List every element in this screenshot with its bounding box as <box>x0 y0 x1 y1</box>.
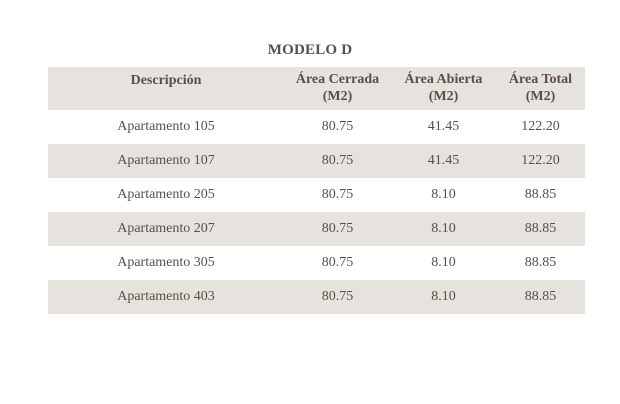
header-label: Área Total <box>508 72 573 87</box>
table-row: Apartamento 105 80.75 41.45 122.20 <box>48 110 585 144</box>
cell-area-total: 88.85 <box>524 289 557 304</box>
cell-area-abierta: 41.45 <box>427 153 460 168</box>
cell-area-abierta: 41.45 <box>427 119 460 134</box>
cell-area-abierta: 8.10 <box>431 187 456 202</box>
header-unit: (M2) <box>525 89 556 104</box>
cell-descripcion: Apartamento 305 <box>117 255 215 270</box>
cell-area-abierta: 8.10 <box>431 289 456 304</box>
header-area-cerrada: Área Cerrada (M2) <box>284 67 391 110</box>
cell-area-cerrada: 80.75 <box>321 221 354 236</box>
cell-area-cerrada: 80.75 <box>321 187 354 202</box>
header-label: Área Cerrada <box>295 72 380 87</box>
cell-descripcion: Apartamento 207 <box>117 221 215 236</box>
header-descripcion: Descripción <box>48 67 284 110</box>
header-label: Descripción <box>130 73 202 88</box>
cell-area-total: 88.85 <box>524 187 557 202</box>
cell-area-cerrada: 80.75 <box>321 255 354 270</box>
cell-area-total: 122.20 <box>521 153 560 168</box>
table-title: MODELO D <box>267 42 353 58</box>
cell-area-total: 88.85 <box>524 221 557 236</box>
header-label: Área Abierta <box>404 72 483 87</box>
cell-descripcion: Apartamento 403 <box>117 289 215 304</box>
cell-area-total: 122.20 <box>521 119 560 134</box>
cell-area-cerrada: 80.75 <box>321 119 354 134</box>
header-area-total: Área Total (M2) <box>496 67 585 110</box>
table-body: Apartamento 105 80.75 41.45 122.20 Apart… <box>48 110 585 314</box>
cell-area-abierta: 8.10 <box>431 255 456 270</box>
table-row: Apartamento 205 80.75 8.10 88.85 <box>48 178 585 212</box>
table-row: Apartamento 305 80.75 8.10 88.85 <box>48 246 585 280</box>
table-row: Apartamento 107 80.75 41.45 122.20 <box>48 144 585 178</box>
cell-area-abierta: 8.10 <box>431 221 456 236</box>
header-unit: (M2) <box>322 89 353 104</box>
cell-area-cerrada: 80.75 <box>321 289 354 304</box>
area-table: Descripción Área Cerrada (M2) Área Abier… <box>48 67 585 314</box>
header-unit: (M2) <box>428 89 459 104</box>
cell-descripcion: Apartamento 107 <box>117 153 215 168</box>
cell-area-total: 88.85 <box>524 255 557 270</box>
cell-descripcion: Apartamento 105 <box>117 119 215 134</box>
table-row: Apartamento 207 80.75 8.10 88.85 <box>48 212 585 246</box>
header-row: Descripción Área Cerrada (M2) Área Abier… <box>48 67 585 110</box>
cell-descripcion: Apartamento 205 <box>117 187 215 202</box>
table-row: Apartamento 403 80.75 8.10 88.85 <box>48 280 585 314</box>
header-area-abierta: Área Abierta (M2) <box>391 67 496 110</box>
cell-area-cerrada: 80.75 <box>321 153 354 168</box>
table-header: Descripción Área Cerrada (M2) Área Abier… <box>48 67 585 110</box>
